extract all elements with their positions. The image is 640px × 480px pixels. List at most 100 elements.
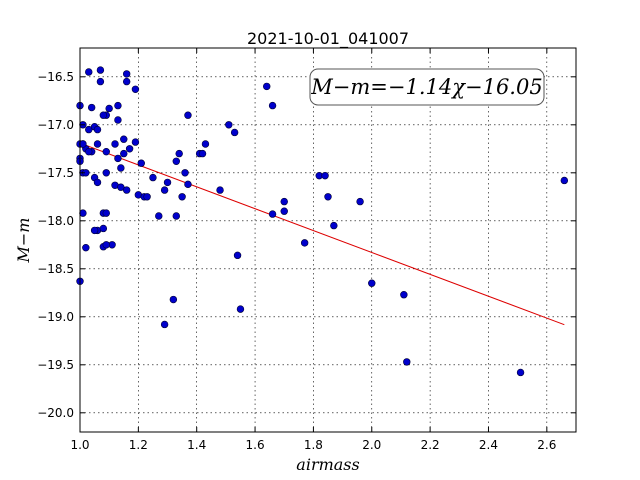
x-tick-label: 1.0 <box>70 438 89 452</box>
data-points <box>76 66 569 377</box>
data-point <box>93 125 102 134</box>
data-point <box>368 279 376 287</box>
data-point <box>184 180 192 189</box>
data-point <box>99 224 108 233</box>
data-point <box>172 212 180 220</box>
data-point <box>131 85 140 93</box>
data-point <box>137 159 145 167</box>
data-point <box>216 186 224 194</box>
data-point <box>403 358 411 366</box>
data-point <box>114 116 122 124</box>
data-point <box>163 178 172 187</box>
data-point <box>225 121 233 129</box>
data-point <box>300 239 309 247</box>
data-point <box>155 212 163 220</box>
data-point <box>324 193 332 201</box>
data-point <box>400 291 408 299</box>
y-tick-label: −18.0 <box>37 214 74 228</box>
x-tick-label: 2.2 <box>421 438 440 452</box>
plot-area: 1.0 1.2 1.4 1.6 1.8 2.0 2.2 2.4 2.6 −16.5 −17.0 −17… <box>37 47 577 452</box>
x-axis-label: airmass <box>296 455 359 474</box>
y-tick-label: −19.0 <box>37 310 74 324</box>
data-point <box>96 66 105 74</box>
annotation-box <box>309 68 545 106</box>
data-point <box>516 368 525 377</box>
data-point <box>321 171 329 180</box>
data-point <box>184 111 192 119</box>
data-point <box>120 135 128 143</box>
data-point <box>102 241 110 249</box>
data-point <box>356 197 364 206</box>
data-point <box>236 305 245 313</box>
x-tick-label: 1.4 <box>187 438 206 452</box>
data-point <box>85 147 93 156</box>
x-tick-label: 1.2 <box>129 438 148 452</box>
plot-background <box>80 48 576 432</box>
data-point <box>93 178 102 187</box>
data-point <box>99 111 108 119</box>
data-point <box>560 176 569 185</box>
data-point <box>87 103 96 112</box>
y-tick-label: −18.5 <box>37 262 74 276</box>
data-point <box>122 77 131 86</box>
y-tick-label: −20.0 <box>37 406 74 420</box>
x-tick-label: 2.0 <box>362 438 381 452</box>
data-point <box>85 68 93 76</box>
data-point <box>122 70 131 78</box>
data-point <box>230 128 239 137</box>
data-point <box>120 149 128 158</box>
x-tick-label: 2.4 <box>479 438 498 452</box>
data-point <box>175 149 183 158</box>
data-point <box>102 147 110 156</box>
y-tick-label: −17.0 <box>37 118 74 132</box>
y-tick-label: −17.5 <box>37 166 74 180</box>
x-tick-label: 2.6 <box>537 438 556 452</box>
x-tick-label: 1.6 <box>246 438 265 452</box>
data-point <box>149 173 157 182</box>
data-point <box>105 104 113 113</box>
data-point <box>280 207 288 215</box>
x-tick-label: 1.8 <box>304 438 323 452</box>
data-point <box>131 138 140 146</box>
ticks: 1.0 1.2 1.4 1.6 1.8 2.0 2.2 2.4 2.6 −16.5 −17.0 −17… <box>37 48 576 452</box>
data-point <box>263 82 271 91</box>
data-point <box>201 140 210 148</box>
data-point <box>96 77 105 86</box>
data-point <box>114 154 122 163</box>
y-tick-label: −19.5 <box>37 358 74 372</box>
y-axis-label: M−m <box>14 218 33 264</box>
data-point <box>102 169 110 177</box>
data-point <box>122 186 131 194</box>
data-point <box>280 197 288 206</box>
data-point <box>233 251 242 260</box>
data-point <box>82 243 90 252</box>
data-point <box>117 183 125 191</box>
data-point <box>125 145 134 153</box>
data-point <box>172 157 180 165</box>
data-point <box>160 186 169 194</box>
data-point <box>268 101 277 110</box>
data-point <box>268 210 277 218</box>
data-point <box>79 209 87 217</box>
data-point <box>330 221 338 230</box>
data-point <box>79 140 87 148</box>
data-point <box>117 164 125 172</box>
fit-line <box>79 142 565 326</box>
data-point <box>178 193 186 201</box>
data-point <box>93 140 102 148</box>
data-point <box>114 101 122 110</box>
plot-frame <box>79 47 577 433</box>
fit-equation: M−m=−1.14χ−16.05 <box>310 75 542 99</box>
data-point <box>198 149 207 158</box>
data-point <box>85 125 93 134</box>
chart-title: 2021-10-01_041007 <box>247 29 409 49</box>
data-point <box>143 193 151 201</box>
data-point <box>160 320 169 329</box>
fit-layer <box>79 142 565 326</box>
data-point <box>169 295 178 304</box>
data-point <box>111 140 119 148</box>
data-point <box>181 169 189 177</box>
y-tick-label: −16.5 <box>37 70 74 84</box>
data-point <box>90 226 99 235</box>
